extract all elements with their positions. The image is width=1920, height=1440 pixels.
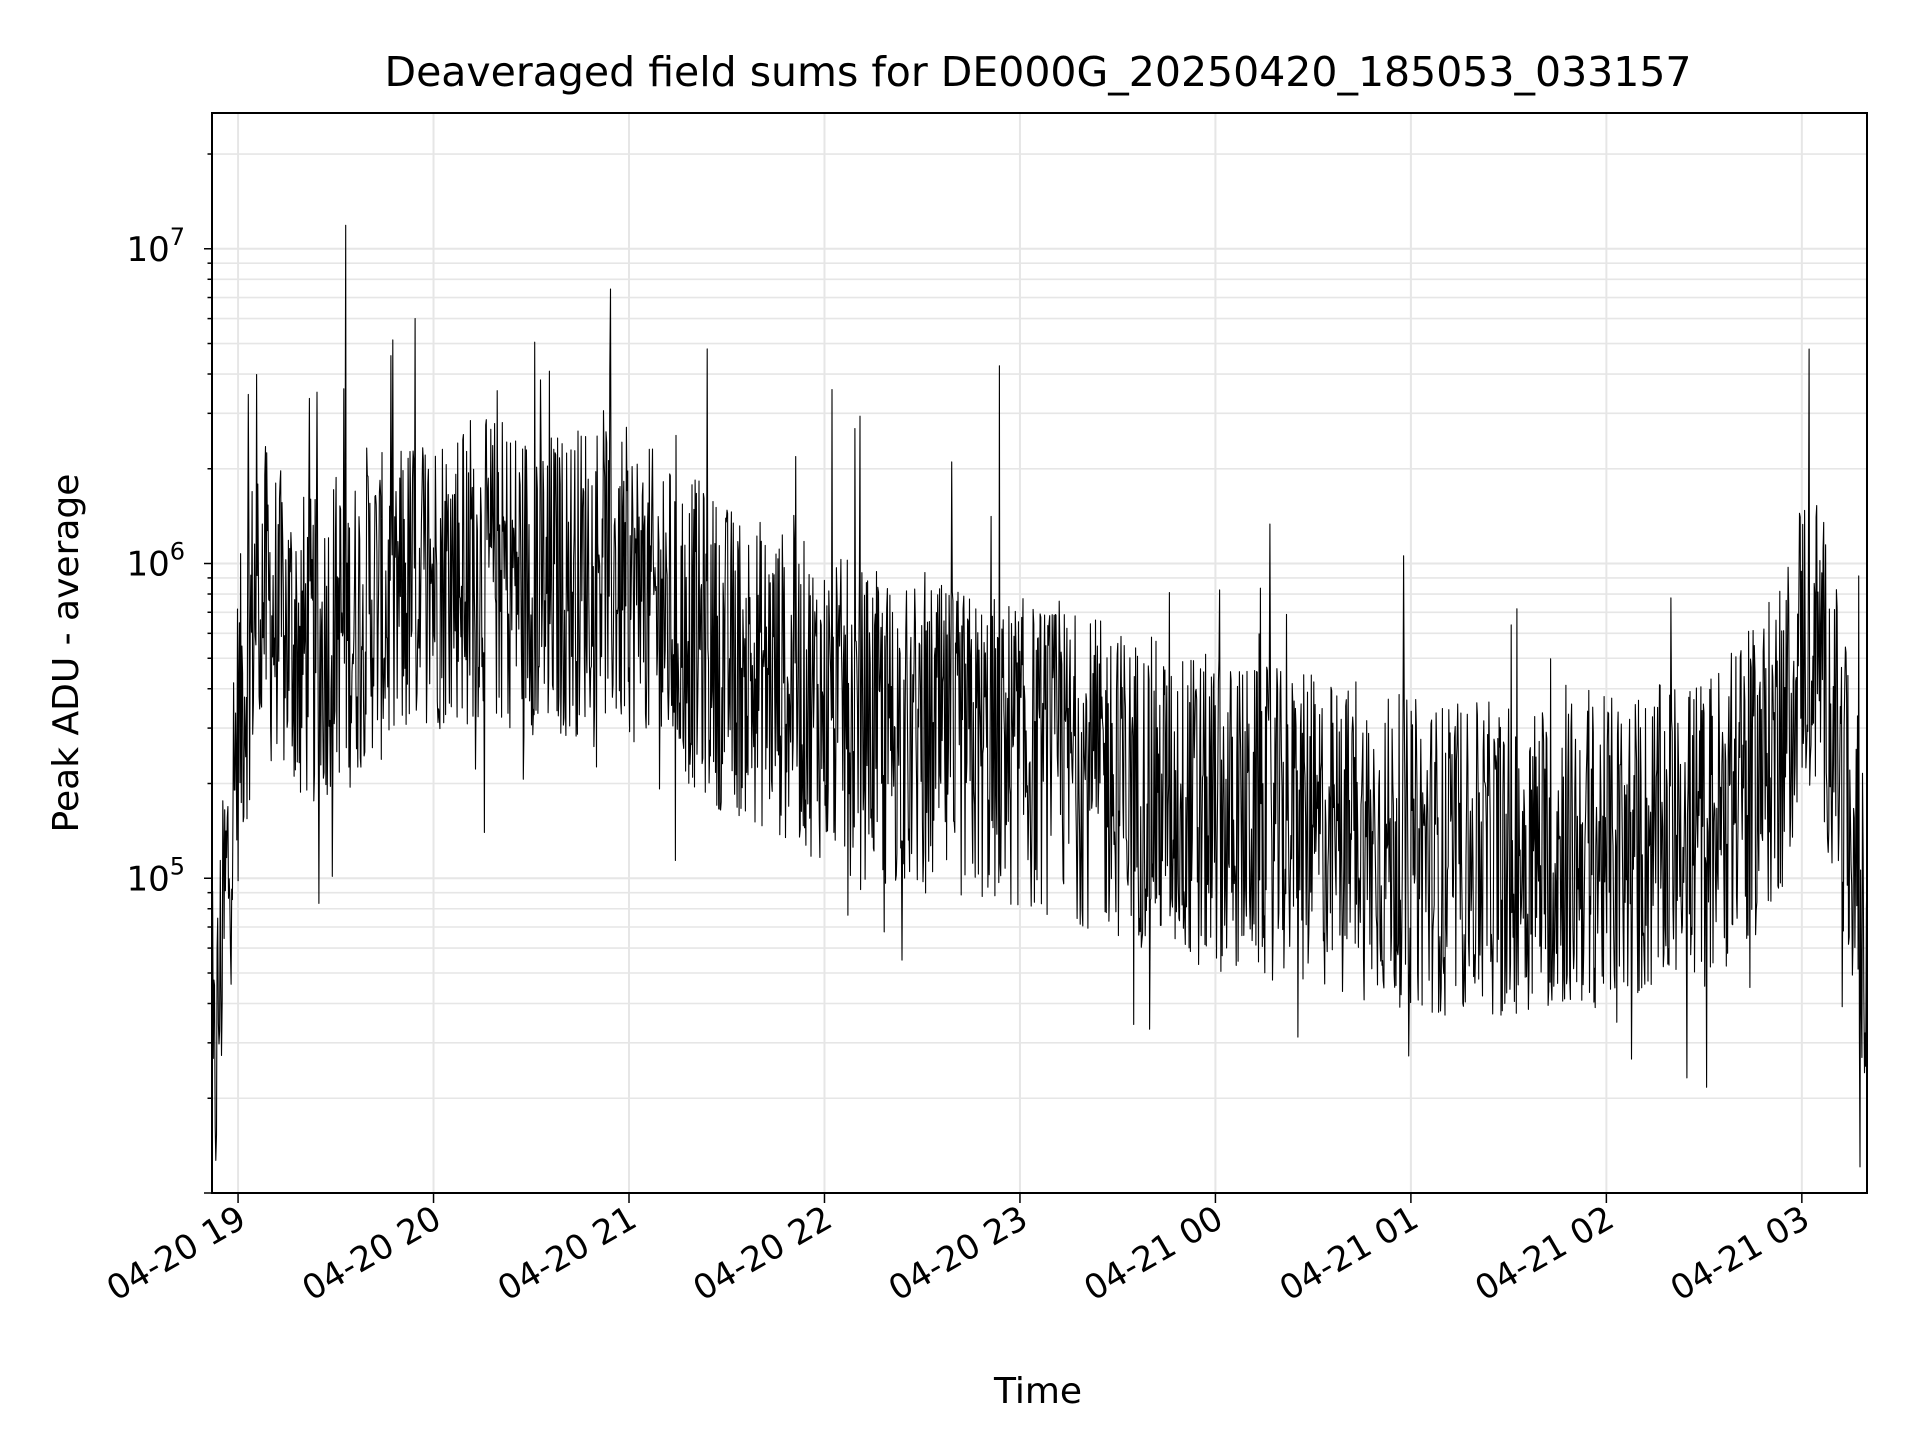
x-tick-label: 04-20 21 [491, 1198, 643, 1309]
x-axis-label: Time [993, 1371, 1082, 1412]
series-line [211, 224, 1868, 1168]
plot-frame [211, 112, 1868, 1194]
x-tick-label: 04-21 03 [1664, 1198, 1816, 1309]
x-tick-label: 04-20 23 [882, 1198, 1034, 1309]
x-tick-label: 04-20 19 [100, 1198, 252, 1309]
y-tick-label: 105 [126, 852, 185, 899]
chart-title: Deaveraged field sums for DE000G_2025042… [385, 48, 1692, 96]
x-tick-label: 04-20 20 [296, 1198, 448, 1309]
x-tick-label: 04-21 02 [1468, 1198, 1620, 1309]
x-tick-label: 04-21 00 [1078, 1198, 1230, 1309]
y-tick-label: 106 [126, 538, 185, 585]
data-series [211, 224, 1868, 1168]
x-tick-label: 04-21 01 [1273, 1198, 1425, 1309]
y-axis-label: Peak ADU - average [46, 474, 87, 833]
x-tick-label: 04-20 22 [687, 1198, 839, 1309]
y-tick-label: 107 [126, 223, 185, 270]
